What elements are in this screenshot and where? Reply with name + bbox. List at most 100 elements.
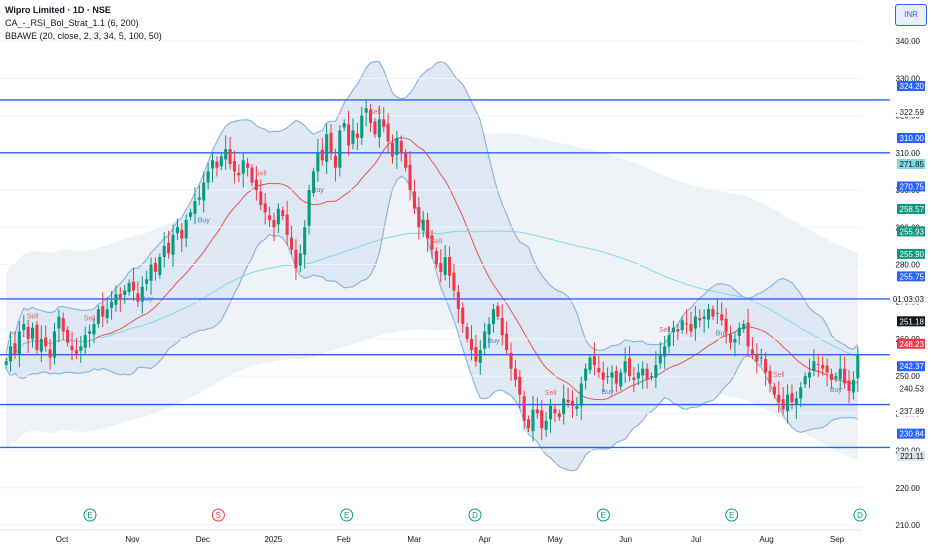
candle (39, 325, 43, 362)
candle (386, 113, 390, 154)
currency-button[interactable]: INR (895, 4, 927, 26)
candle-body (465, 327, 469, 339)
event-circle (83, 508, 97, 522)
candle-body (786, 394, 790, 412)
candle-body (474, 347, 478, 362)
candle (728, 325, 733, 350)
price-label-text: 322.59 (900, 108, 925, 117)
candle-body (759, 357, 763, 359)
candle (74, 337, 78, 360)
candle-body (421, 219, 425, 231)
candle-body (105, 309, 109, 319)
price-label-text: 270.75 (900, 182, 925, 191)
candle-body (733, 338, 737, 343)
candle (799, 381, 803, 408)
candle (399, 135, 403, 162)
candle (654, 351, 658, 389)
candle-body (632, 377, 636, 380)
price-axis[interactable]: 210.00220.00230.00240.00250.00260.00270.… (890, 0, 932, 550)
candle-body (693, 316, 697, 329)
candle-body (794, 398, 798, 406)
candle-body (535, 409, 539, 414)
candle (746, 308, 750, 357)
candle-body (496, 306, 500, 317)
candle-body (96, 309, 100, 325)
event-circle (596, 508, 610, 522)
candle-body (206, 171, 210, 183)
candle (579, 376, 583, 420)
price-label-14: 237.89 (897, 406, 925, 417)
horizontal-levels[interactable] (0, 99, 892, 449)
candle-body (311, 171, 316, 194)
price-label-text: 242.37 (900, 362, 925, 371)
candle-body (369, 109, 373, 124)
candle (513, 359, 517, 387)
signal-buy: Buy (141, 296, 154, 303)
candle-body (531, 409, 535, 432)
y-tick-7: 280.00 (896, 260, 921, 269)
candle (619, 368, 623, 391)
candle (175, 218, 179, 241)
event-letter: E (344, 511, 349, 520)
candle-body (728, 334, 733, 343)
candle (856, 346, 860, 393)
price-label-text: 01:03:03 (893, 295, 925, 304)
candle-body (601, 372, 605, 380)
candle-body (224, 149, 228, 160)
candle-body (742, 324, 746, 330)
candle-body (347, 124, 351, 146)
candle (518, 369, 522, 409)
x-tick-11: Sep (830, 535, 845, 544)
candle (347, 110, 351, 156)
candle (764, 351, 768, 387)
price-label-2: 310.00 (897, 133, 925, 143)
candle-body (540, 410, 544, 429)
candle (601, 361, 605, 392)
candle-body (118, 294, 122, 298)
candle-body (671, 327, 675, 333)
candle-body (399, 140, 403, 153)
candle (645, 363, 649, 389)
candle-body (812, 361, 816, 371)
candle-body (83, 335, 87, 348)
candle (79, 335, 83, 363)
candle-body (772, 386, 776, 395)
candle (781, 387, 785, 416)
candle (136, 281, 140, 308)
candle-body (79, 346, 83, 351)
candle (364, 101, 368, 127)
candle (794, 391, 798, 419)
candle-body (715, 312, 719, 314)
candle-body (333, 155, 337, 168)
x-tick-3: 2025 (264, 535, 282, 544)
signal-labels: Sell Sell Buy Buy Sell Buy Sell Sell Buy Sell Buy S… (27, 109, 843, 397)
candle (57, 309, 61, 343)
indicator-rsi-bol[interactable]: CA_-_RSI_Bol_Strat_1.1 (6, 200) (5, 18, 139, 28)
candle (404, 149, 408, 172)
candle (215, 156, 219, 177)
symbol-title[interactable]: Wipro Limited · 1D · NSE (5, 5, 111, 15)
candles-layer (4, 101, 860, 442)
candle (588, 353, 592, 374)
candle (742, 320, 746, 333)
event-circle (468, 508, 482, 522)
candle-body (52, 331, 57, 358)
candle (246, 157, 250, 177)
price-label-bg (897, 226, 925, 237)
time-axis[interactable]: Oct Nov Dec 2025 Feb Mar Apr May Jun Jul Aug Sep (0, 529, 862, 544)
candle-body (210, 160, 215, 169)
candle (548, 398, 553, 434)
indicator-bbawe[interactable]: BBAWE (20, close, 2, 3, 34, 5, 100, 50) (5, 31, 162, 41)
candle (30, 322, 35, 348)
candle (202, 172, 206, 213)
candle-body (606, 376, 610, 378)
price-label-13: 240.53 (897, 383, 925, 394)
candle-body (294, 249, 298, 269)
candle (131, 267, 136, 301)
candle (478, 339, 482, 375)
candle (685, 309, 689, 335)
candle (772, 382, 776, 399)
candle (66, 326, 70, 347)
